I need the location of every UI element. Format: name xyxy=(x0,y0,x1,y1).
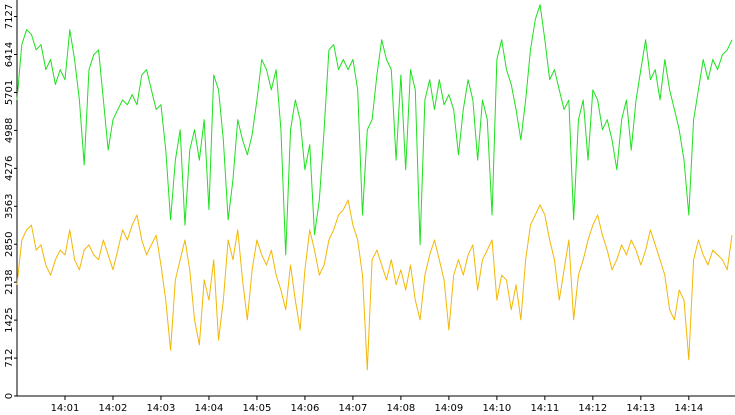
x-tick-label: 14:10 xyxy=(482,403,511,414)
y-tick-label: 7127 xyxy=(4,4,15,29)
y-tick-label: 5701 xyxy=(4,80,15,105)
y-tick-label: 4988 xyxy=(4,118,15,143)
series-line xyxy=(16,199,733,371)
x-tick-label: 14:08 xyxy=(386,403,415,414)
y-tick-label: 6414 xyxy=(4,42,15,67)
series-line xyxy=(16,4,733,256)
x-tick-label: 14:03 xyxy=(147,403,176,414)
y-tick-label: 0 xyxy=(4,393,15,399)
x-tick-label: 14:11 xyxy=(530,403,559,414)
x-tick-label: 14:13 xyxy=(626,403,655,414)
x-tick-label: 14:02 xyxy=(99,403,128,414)
x-tick-label: 14:05 xyxy=(243,403,272,414)
y-tick-label: 2138 xyxy=(4,269,15,294)
y-tick-label: 712 xyxy=(4,349,15,368)
x-tick-label: 14:14 xyxy=(674,403,703,414)
x-tick-label: 14:04 xyxy=(195,403,224,414)
x-tick-label: 14:01 xyxy=(51,403,80,414)
y-tick-label: 1425 xyxy=(4,307,15,332)
y-tick-label: 4276 xyxy=(4,156,15,181)
y-tick-label: 3563 xyxy=(4,194,15,219)
x-tick-label: 14:09 xyxy=(434,403,463,414)
x-tick-label: 14:12 xyxy=(578,403,607,414)
y-tick-label: 2850 xyxy=(4,232,15,257)
x-tick-label: 14:06 xyxy=(291,403,320,414)
x-tick-label: 14:07 xyxy=(338,403,367,414)
